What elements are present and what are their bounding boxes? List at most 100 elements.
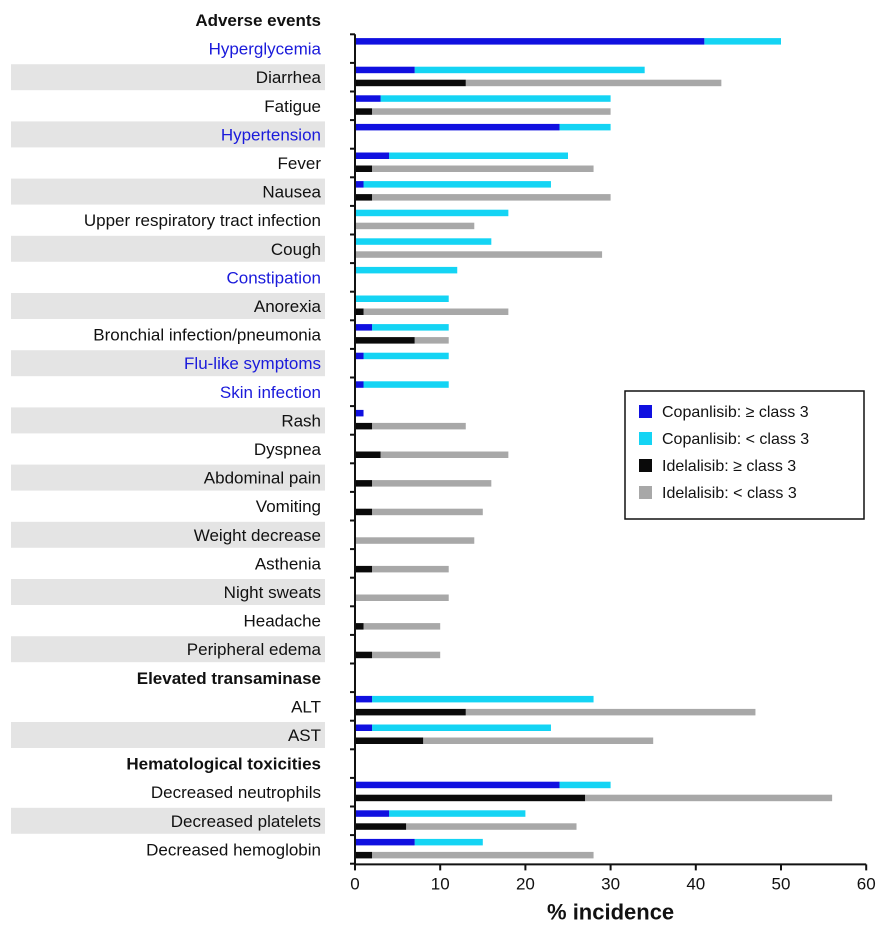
row-label-rash: Rash (281, 411, 321, 430)
bar-copanlisib-lt3-fatigue (380, 95, 611, 102)
bar-copanlisib-ge3-hyperglycemia (355, 38, 705, 45)
bar-copanlisib-ge3-fever (355, 152, 390, 159)
bar-idelalisib-lt3-decreased-hemoglobin (372, 851, 594, 859)
bar-idelalisib-ge3-ast (355, 737, 424, 744)
row-shade-anorexia (11, 293, 325, 319)
bar-idelalisib-lt3-decreased-neutrophils (585, 794, 833, 802)
bar-idelalisib-ge3-dyspnea (355, 451, 381, 458)
bar-idelalisib-ge3-asthenia (355, 565, 373, 573)
row-shade-decreased-platelets (11, 807, 325, 834)
bar-copanlisib-ge3-bronchial-infection-pneumonia (355, 324, 373, 331)
section-header-elevated-transaminase: Elevated transaminase (137, 669, 321, 688)
row-shade-abdominal-pain (11, 464, 325, 491)
row-label-abdominal-pain: Abdominal pain (204, 469, 321, 488)
bar-idelalisib-lt3-diarrhea (465, 79, 722, 87)
bar-copanlisib-ge3-nausea (355, 181, 364, 188)
bar-idelalisib-lt3-vomiting (372, 508, 483, 516)
bar-copanlisib-ge3-ast (355, 724, 373, 731)
row-label-weight-decrease: Weight decrease (194, 526, 321, 545)
bar-idelalisib-lt3-anorexia (363, 308, 509, 315)
bar-copanlisib-ge3-skin-infection (355, 381, 364, 388)
bar-idelalisib-lt3-headache (363, 623, 441, 630)
bar-idelalisib-ge3-fever (355, 165, 373, 172)
row-shade-nausea (11, 178, 325, 205)
row-label-fatigue: Fatigue (264, 97, 321, 116)
legend-swatch-3 (639, 486, 652, 499)
bar-idelalisib-lt3-upper-respiratory-tract-infection (355, 222, 475, 230)
bar-idelalisib-lt3-fatigue (372, 108, 611, 115)
bar-copanlisib-ge3-fatigue (355, 95, 381, 102)
row-label-peripheral-edema: Peripheral edema (187, 640, 322, 659)
legend-label-0: Copanlisib: ≥ class 3 (662, 404, 809, 421)
bar-copanlisib-lt3-decreased-neutrophils (559, 781, 611, 789)
bar-copanlisib-lt3-decreased-platelets (389, 810, 526, 817)
bar-copanlisib-ge3-diarrhea (355, 66, 415, 74)
bar-copanlisib-lt3-decreased-hemoglobin (414, 838, 483, 846)
bar-idelalisib-ge3-rash (355, 422, 373, 430)
section-header-hematological-toxicities: Hematological toxicities (126, 755, 321, 774)
bar-idelalisib-ge3-diarrhea (355, 79, 466, 87)
bar-idelalisib-lt3-rash (372, 422, 466, 430)
row-shade-peripheral-edema (11, 636, 325, 663)
bar-copanlisib-lt3-alt (372, 695, 594, 703)
bar-copanlisib-ge3-hypertension (355, 123, 560, 131)
bar-copanlisib-ge3-flu-like-symptoms (355, 352, 364, 360)
row-label-decreased-hemoglobin: Decreased hemoglobin (146, 840, 321, 859)
bar-idelalisib-ge3-alt (355, 708, 466, 716)
bar-idelalisib-lt3-alt (465, 708, 756, 716)
row-label-decreased-neutrophils: Decreased neutrophils (151, 783, 321, 802)
row-shade-diarrhea (11, 64, 325, 91)
x-tick-label-0: 0 (350, 874, 359, 893)
bar-idelalisib-ge3-decreased-hemoglobin (355, 851, 373, 859)
bar-copanlisib-lt3-cough (355, 238, 492, 245)
row-shade-flu-like-symptoms (11, 350, 325, 377)
legend-swatch-1 (639, 432, 652, 445)
bar-idelalisib-lt3-cough (355, 251, 603, 258)
row-label-constipation: Constipation (226, 268, 321, 287)
bar-copanlisib-lt3-flu-like-symptoms (363, 352, 449, 360)
row-backgrounds (11, 64, 325, 834)
bar-idelalisib-ge3-decreased-platelets (355, 823, 407, 830)
bar-idelalisib-ge3-decreased-neutrophils (355, 794, 586, 802)
bar-idelalisib-ge3-fatigue (355, 108, 373, 115)
bar-idelalisib-lt3-fever (372, 165, 594, 172)
row-shade-rash (11, 407, 325, 434)
row-labels: Adverse events Hyperglycemia Diarrhea Fatig… (84, 11, 322, 859)
row-label-headache: Headache (243, 612, 321, 631)
bar-copanlisib-lt3-bronchial-infection-pneumonia (372, 324, 449, 331)
row-label-alt: ALT (291, 697, 321, 716)
bar-copanlisib-lt3-diarrhea (414, 66, 645, 74)
bar-copanlisib-lt3-hyperglycemia (704, 38, 781, 45)
axes: 0 10 20 30 40 50 60 (350, 33, 876, 893)
row-label-hypertension: Hypertension (221, 125, 321, 144)
x-axis-label: % incidence (547, 899, 674, 924)
bar-idelalisib-ge3-vomiting (355, 508, 373, 516)
bar-idelalisib-lt3-ast (423, 737, 654, 744)
bar-copanlisib-ge3-decreased-neutrophils (355, 781, 560, 789)
row-label-diarrhea: Diarrhea (256, 68, 322, 87)
section-header-adverse-events: Adverse events (195, 11, 321, 30)
row-label-anorexia: Anorexia (254, 297, 322, 316)
bar-idelalisib-lt3-nausea (372, 194, 611, 201)
row-label-vomiting: Vomiting (256, 497, 321, 516)
legend-swatch-0 (639, 405, 652, 418)
bar-copanlisib-lt3-anorexia (355, 295, 449, 302)
row-shade-cough (11, 235, 325, 262)
bar-idelalisib-ge3-nausea (355, 194, 373, 201)
row-label-skin-infection: Skin infection (220, 383, 321, 402)
bar-idelalisib-lt3-peripheral-edema (372, 651, 441, 659)
row-label-night-sweats: Night sweats (224, 583, 321, 602)
x-tick-label-30: 30 (601, 874, 620, 893)
bar-idelalisib-ge3-peripheral-edema (355, 651, 373, 659)
bar-copanlisib-lt3-skin-infection (363, 381, 449, 388)
bar-copanlisib-lt3-ast (372, 724, 551, 731)
bar-copanlisib-lt3-constipation (355, 266, 458, 274)
row-label-fever: Fever (278, 154, 322, 173)
bar-idelalisib-ge3-anorexia (355, 308, 364, 315)
bar-copanlisib-ge3-rash (355, 409, 364, 417)
legend-label-3: Idelalisib: < class 3 (662, 485, 797, 502)
x-tick-label-20: 20 (516, 874, 535, 893)
row-label-ast: AST (288, 726, 321, 745)
bar-idelalisib-lt3-dyspnea (380, 451, 509, 458)
